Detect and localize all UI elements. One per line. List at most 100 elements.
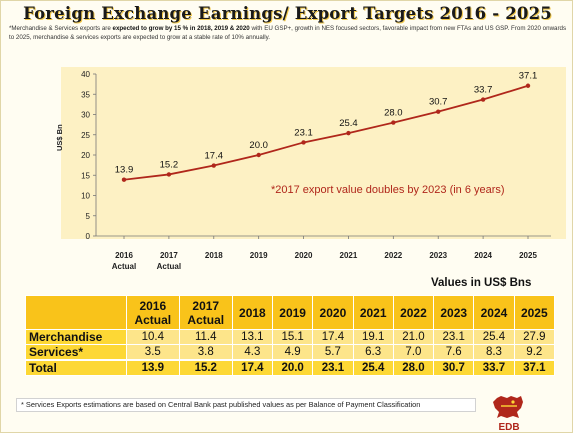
table-row-label: Merchandise [25,329,127,345]
data-point [391,120,396,125]
table-cell: 4.9 [271,344,314,361]
table-cell: 19.1 [352,329,394,345]
table-cell: 8.3 [473,344,515,361]
table-cell: 3.8 [178,344,233,361]
data-label: 30.7 [429,97,448,108]
table-cell: 21.0 [392,329,435,345]
table-row: Merchandise 10.4 11.4 13.1 15.1 17.4 19.1 21.0 2… [25,329,556,345]
x-tick-label: 2018 [205,251,223,260]
logo-text: EDB [498,422,519,432]
data-point [166,172,172,177]
table-row-label: Services* [25,344,127,361]
table-header-cell: 2017 Actual [178,295,233,330]
x-tick-label: 2019 [250,251,268,260]
table-header-row: 2016 Actual 2017 Actual 2018 2019 2020 2021 2022… [25,295,556,330]
table-header-cell: 2025 [513,295,556,330]
table-cell: 23.1 [433,329,475,345]
y-tick-label: 25 [81,131,90,140]
table-cell: 17.4 [312,329,354,345]
table-cell: 3.5 [125,344,180,361]
units-label: Values in US$ Bns [431,277,532,289]
data-label: 33.7 [474,85,493,96]
x-tick-label: 2023 [429,251,447,260]
series-line [123,84,529,181]
table-cell: 4.3 [231,344,274,361]
table-cell: 15.1 [271,329,314,345]
data-point [436,109,441,114]
x-tick-label: 2022 [384,251,402,260]
data-label: 17.4 [205,151,224,162]
intro-part1: *Merchandise & Services exports are [9,25,113,32]
data-label: 28.0 [384,108,403,119]
intro-part2: with EU GSP+, growth in NES focused sect… [9,25,567,41]
values-table: 2016 Actual 2017 Actual 2018 2019 2020 2021 2022… [25,295,556,376]
table-header-cell: 2023 [433,295,475,330]
table-cell: 5.7 [312,344,354,361]
data-point [480,97,486,102]
data-label: 25.4 [339,118,358,129]
x-tick-label: 2016 Actual [112,251,136,271]
y-tick-label: 20 [81,151,90,160]
table-header-cell: 2024 [473,295,515,330]
data-point [211,163,216,168]
table-cell: 7.0 [392,344,435,361]
table-row-label: Total [25,359,127,376]
x-tick-label: 2025 [519,251,537,260]
table-cell: 25.4 [473,329,515,345]
table-cell: 10.4 [125,329,180,345]
y-tick-label: 30 [81,111,90,120]
table-cell: 9.2 [513,344,556,361]
data-point [301,140,306,145]
data-point [256,152,261,158]
lion-emblem-icon: EDB [493,396,523,432]
table-cell: 25.4 [352,359,394,376]
footnote: * Services Exports estimations are based… [16,398,476,412]
table-cell: 27.9 [513,329,556,345]
x-tick-label: 2020 [295,251,313,260]
table-cell: 11.4 [178,329,233,345]
y-tick-label: 5 [86,212,91,221]
chart-panel [61,67,566,239]
table-cell: 17.4 [231,359,274,376]
y-tick-label: 40 [81,70,90,79]
table-cell: 13.9 [125,359,180,376]
table-cell: 15.2 [178,359,233,376]
y-tick-label: 0 [86,232,91,241]
intro-text: *Merchandise & Services exports are expe… [9,25,569,42]
table-cell: 13.1 [231,329,274,345]
table-header-cell: 2019 [271,295,314,330]
table-header-cell: 2020 [312,295,354,330]
data-label: 37.1 [519,71,538,82]
table-row: Total 13.9 15.2 17.4 20.0 23.1 25.4 28.0 30.7 33.… [25,359,556,376]
table-corner [25,295,127,330]
data-label: 23.1 [294,127,313,138]
x-tick-label: 2017 Actual [157,251,181,271]
table-cell: 33.7 [473,359,515,376]
data-point [121,177,127,182]
x-tick-label: 2021 [340,251,358,260]
page-title: Foreign Exchange Earnings/ Export Target… [23,4,552,23]
data-point [525,83,531,88]
table-header-cell: 2018 [231,295,274,330]
table-cell: 23.1 [312,359,354,376]
y-tick-label: 10 [81,192,90,201]
table-row: Services* 3.5 3.8 4.3 4.9 5.7 6.3 7.0 7.6 8.3 9.2 [25,344,556,361]
x-tick-label: 2024 [474,251,492,260]
data-label: 20.0 [249,140,268,151]
data-point [346,130,351,136]
data-label: 13.9 [115,165,134,176]
table-cell: 37.1 [513,359,556,376]
table-header-cell: 2016 Actual [125,295,180,330]
table-cell: 7.6 [433,344,475,361]
table-body: Merchandise 10.4 11.4 13.1 15.1 17.4 19.1 21.0 2… [25,329,556,376]
data-label: 15.2 [160,159,179,170]
table-cell: 20.0 [271,359,314,376]
table-cell: 28.0 [392,359,435,376]
table-header-cell: 2022 [392,295,435,330]
intro-bold: expected to grow by 15 % in 2018, 2019 &… [112,25,250,32]
table-cell: 30.7 [433,359,475,376]
table-header-cell: 2021 [352,295,394,330]
y-tick-label: 35 [81,90,90,99]
